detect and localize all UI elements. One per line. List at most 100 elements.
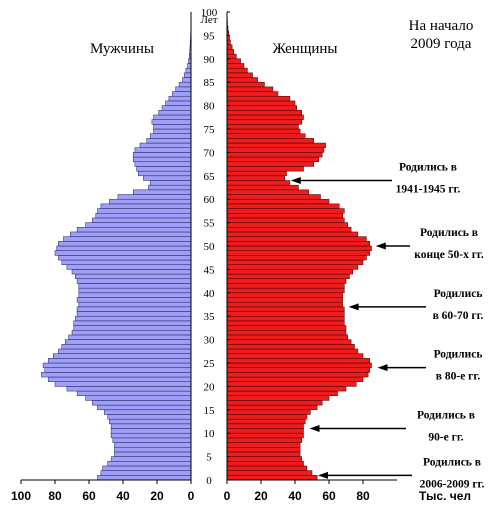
female-bar-age-55: [226, 217, 345, 223]
female-bar-age-24: [226, 362, 372, 368]
female-bar-age-65: [226, 170, 287, 177]
female-bar-age-31: [226, 329, 347, 336]
female-x-tick-40: 40: [288, 489, 302, 503]
female-bar-age-77: [226, 114, 304, 120]
female-bar-age-20: [226, 381, 357, 387]
male-label: Мужчины: [90, 41, 154, 57]
female-bar-age-50: [226, 241, 371, 247]
annotation-3: Родились в 80-е гг.: [377, 349, 483, 383]
male-bar-age-25: [47, 358, 192, 364]
male-bar-age-65: [138, 170, 192, 177]
male-bar-age-17: [85, 395, 192, 401]
male-bar-age-12: [109, 418, 192, 425]
male-bar-age-28: [61, 344, 192, 350]
male-bar-age-79: [161, 105, 192, 111]
male-bar-age-57: [97, 208, 192, 214]
female-bar-age-26: [226, 353, 364, 359]
male-bars-group: [41, 11, 192, 481]
male-bar-age-54: [85, 222, 192, 228]
male-bar-age-15: [97, 404, 192, 411]
female-bar-age-80: [226, 100, 296, 106]
male-bar-age-7: [114, 442, 192, 448]
male-bar-age-67: [134, 161, 192, 167]
male-x-tick-20: 20: [150, 489, 164, 503]
female-bar-age-49: [226, 245, 372, 251]
female-bar-age-57: [226, 208, 345, 214]
male-bar-age-49: [56, 245, 192, 251]
age-tick-75: 75: [204, 124, 216, 136]
male-bar-age-39: [78, 292, 192, 298]
female-bar-age-46: [226, 259, 364, 265]
male-bar-age-62: [148, 184, 192, 191]
male-bar-age-16: [92, 400, 192, 406]
female-bar-age-39: [226, 292, 343, 298]
female-bar-age-70: [226, 147, 325, 153]
male-bar-age-24: [42, 362, 192, 368]
male-bar-age-40: [78, 287, 192, 294]
male-bar-age-11: [110, 423, 192, 429]
female-bar-age-82: [226, 91, 279, 97]
male-bar-age-58: [100, 203, 192, 209]
male-bar-age-43: [75, 273, 192, 280]
male-bar-age-9: [110, 432, 192, 439]
age-tick-95: 95: [204, 30, 216, 42]
annotation-3-line-1: Родились: [434, 349, 483, 361]
female-bar-age-45: [226, 264, 359, 270]
female-bar-age-23: [226, 367, 371, 373]
female-bar-age-40: [226, 287, 345, 294]
female-bar-age-84: [226, 81, 265, 88]
female-bar-age-28: [226, 344, 355, 350]
female-bar-age-69: [226, 152, 323, 158]
female-x-tick-20: 20: [254, 489, 268, 503]
male-bar-age-0: [97, 475, 192, 481]
female-bar-age-92: [226, 44, 233, 50]
female-bar-age-83: [226, 86, 274, 92]
x-tick-labels: 100 80 60 40 20 0 0 20 40 60 80: [11, 489, 370, 503]
female-bar-age-13: [226, 414, 308, 420]
male-bar-age-76: [151, 119, 192, 125]
female-bar-age-29: [226, 339, 352, 345]
female-bar-age-78: [226, 110, 303, 116]
annotations-group: Родились в 1941-1945 гг. Родились в конце 5…: [290, 161, 484, 490]
annotation-2-arrowhead: [348, 303, 359, 311]
age-tick-5: 5: [206, 452, 212, 464]
female-bar-age-62: [226, 184, 299, 191]
x-unit-label: Тыс. чел: [419, 489, 471, 503]
male-bar-age-84: [178, 81, 192, 88]
age-tick-100: 100: [201, 7, 218, 19]
female-bar-age-63: [226, 180, 291, 186]
male-bar-age-26: [53, 353, 192, 359]
female-bar-age-35: [226, 311, 345, 317]
male-bar-age-71: [139, 142, 192, 148]
male-bar-age-73: [149, 133, 192, 139]
age-tick-65: 65: [204, 171, 216, 183]
female-bar-age-25: [226, 358, 371, 364]
male-bar-age-42: [76, 278, 192, 284]
female-bar-age-91: [226, 49, 235, 55]
female-bar-age-44: [226, 269, 354, 275]
female-bar-age-15: [226, 404, 318, 411]
female-bar-age-86: [226, 72, 253, 78]
female-bar-age-90: [226, 53, 237, 60]
female-bar-age-43: [226, 273, 350, 280]
male-bar-age-33: [73, 320, 192, 326]
annotation-1-arrowhead: [375, 242, 386, 250]
male-bar-age-85: [182, 77, 192, 83]
female-label: Женщины: [272, 41, 337, 57]
female-bar-age-73: [226, 133, 306, 139]
age-tick-0: 0: [206, 475, 212, 487]
male-bar-age-80: [165, 100, 192, 106]
female-bar-age-38: [226, 297, 343, 303]
female-bar-age-6: [226, 446, 301, 453]
male-bar-age-70: [134, 147, 192, 153]
female-bar-age-54: [226, 222, 348, 228]
annotation-2-line-2: в 60-70 гг.: [433, 310, 484, 322]
female-bar-age-72: [226, 138, 314, 144]
male-bar-age-50: [58, 241, 192, 247]
male-bar-age-82: [172, 91, 192, 97]
male-bar-age-75: [153, 124, 192, 130]
female-bar-age-32: [226, 325, 347, 331]
annotation-3-line-2: в 80-е гг.: [436, 371, 481, 383]
male-bar-age-35: [76, 311, 192, 317]
